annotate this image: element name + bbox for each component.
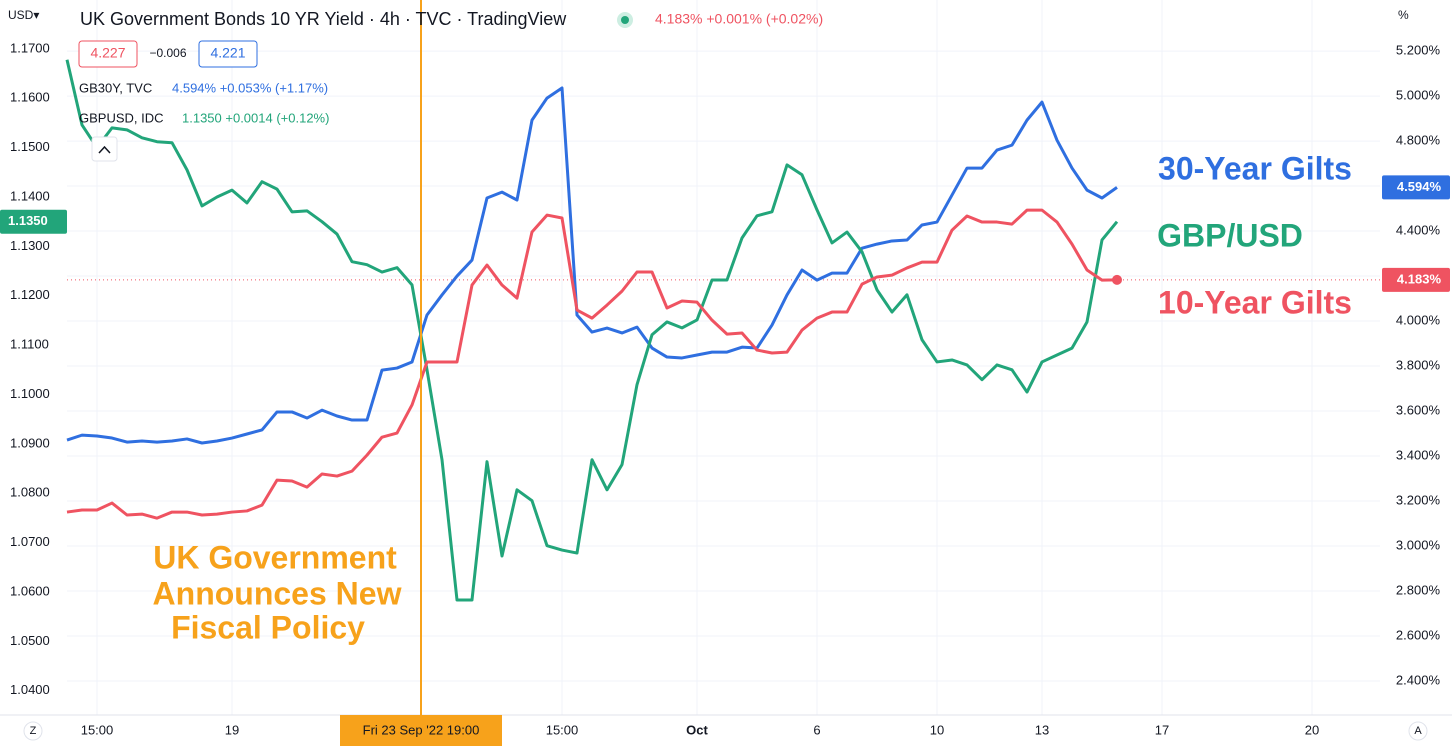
y2-tick-label: 3.800% — [1396, 357, 1441, 372]
y-tick-label: 1.0800 — [10, 485, 50, 500]
currency[interactable]: USD▾ — [8, 8, 39, 22]
x-tick-label: 6 — [813, 722, 820, 737]
y-tick-label: 1.1000 — [10, 386, 50, 401]
corner-button[interactable] — [23, 721, 43, 741]
y-tick-label: 1.1500 — [10, 139, 50, 154]
series-line — [66, 208, 1118, 520]
grid-layer — [0, 0, 1452, 716]
y2-tick-label: 3.600% — [1396, 402, 1441, 417]
series-label: 10-Year Gilts — [1158, 284, 1352, 320]
corner-button[interactable] — [1408, 721, 1428, 741]
y2-tick-label: 4.400% — [1396, 222, 1441, 237]
ask-box[interactable] — [198, 40, 258, 68]
y-tick-label: 1.0500 — [10, 633, 50, 648]
annotation: Announces New — [153, 575, 402, 611]
crosshair-label: Fri 23 Sep '22 19:00 — [363, 722, 480, 737]
y2-tick-label: 3.400% — [1396, 447, 1441, 462]
crosshair-box — [340, 715, 502, 746]
y-tick-label: 1.1100 — [10, 337, 49, 352]
last-point — [1112, 274, 1122, 285]
series-label: 30-Year Gilts — [1158, 150, 1352, 186]
annotation: UK Government — [153, 539, 397, 575]
y-tick-label: 1.0900 — [10, 435, 50, 450]
legend-quote: 1.1350 +0.0014 (+0.12%) — [182, 110, 329, 125]
y-tick-label: 1.0600 — [10, 583, 50, 598]
legend-symbol: GB30Y, TVC — [79, 80, 152, 95]
y2-tick-label: 5.200% — [1396, 43, 1441, 58]
last-value-label: 4.183% — [1397, 271, 1442, 286]
x-tick-label: 20 — [1305, 722, 1319, 737]
y-tick-label: 1.1200 — [10, 287, 50, 302]
last-value-label: 1.1350 — [8, 213, 48, 228]
x-tick-label: 15:00 — [546, 722, 579, 737]
x-tick-label: 13 — [1035, 722, 1049, 737]
last-value-box — [1382, 175, 1450, 200]
x-tick-label: 17 — [1155, 722, 1169, 737]
y-tick-label: 1.1700 — [10, 40, 50, 55]
header-title: UK Government Bonds 10 YR Yield · 4h · T… — [80, 9, 567, 29]
spread: −0.006 — [149, 46, 186, 60]
x-tick-label: 15:00 — [81, 722, 114, 737]
bid-box[interactable] — [78, 40, 138, 68]
y-tick-label: 1.1400 — [10, 188, 50, 203]
line-layer — [65, 59, 1119, 602]
status-dot — [621, 16, 629, 24]
last-value-box — [1382, 267, 1450, 292]
series-label: GBP/USD — [1157, 217, 1303, 253]
bid: 4.227 — [90, 45, 125, 61]
y-tick-label: 1.1600 — [10, 90, 50, 105]
series-line — [66, 86, 1118, 445]
legend-symbol: GBPUSD, IDC — [79, 110, 164, 125]
x-tick-label: 19 — [225, 722, 239, 737]
corner-label: Z — [30, 725, 37, 737]
corner-label: A — [1414, 725, 1422, 737]
unit: % — [1398, 8, 1409, 22]
y2-tick-label: 5.000% — [1396, 88, 1441, 103]
ask: 4.221 — [210, 45, 245, 61]
collapse-button[interactable] — [91, 136, 118, 162]
header-quote: 4.183% +0.001% (+0.02%) — [655, 11, 823, 27]
y2-tick-label: 2.400% — [1396, 672, 1441, 687]
y-tick-label: 1.0700 — [10, 534, 50, 549]
x-tick-label: Oct — [686, 722, 708, 737]
annotation: Fiscal Policy — [171, 609, 365, 645]
y2-tick-label: 2.800% — [1396, 582, 1441, 597]
y2-tick-label: 3.200% — [1396, 492, 1441, 507]
x-tick-label: 10 — [930, 722, 944, 737]
y2-tick-label: 4.800% — [1396, 133, 1441, 148]
last-value-box — [0, 209, 67, 234]
collapse-icon — [98, 145, 111, 154]
y-tick-label: 1.0400 — [10, 682, 50, 697]
y2-tick-label: 2.600% — [1396, 627, 1441, 642]
y-tick-label: 1.1300 — [10, 238, 50, 253]
legend-quote: 4.594% +0.053% (+1.17%) — [172, 80, 328, 95]
last-value-label: 4.594% — [1397, 179, 1442, 194]
y2-tick-label: 3.000% — [1396, 537, 1441, 552]
y2-tick-label: 4.000% — [1396, 312, 1441, 327]
series-line — [65, 59, 1119, 602]
